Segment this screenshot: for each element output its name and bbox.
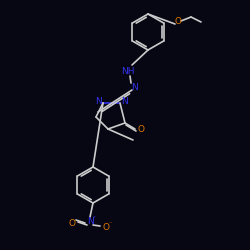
- Text: ⁺: ⁺: [92, 216, 96, 222]
- Text: O: O: [68, 220, 75, 228]
- Text: O: O: [138, 124, 144, 134]
- Text: N: N: [122, 96, 128, 106]
- Text: N: N: [130, 82, 138, 92]
- Text: NH: NH: [121, 66, 135, 76]
- Text: N: N: [94, 96, 102, 106]
- Text: N: N: [87, 218, 94, 226]
- Text: O: O: [102, 224, 110, 232]
- Text: ⁻: ⁻: [108, 222, 112, 228]
- Text: O: O: [174, 18, 182, 26]
